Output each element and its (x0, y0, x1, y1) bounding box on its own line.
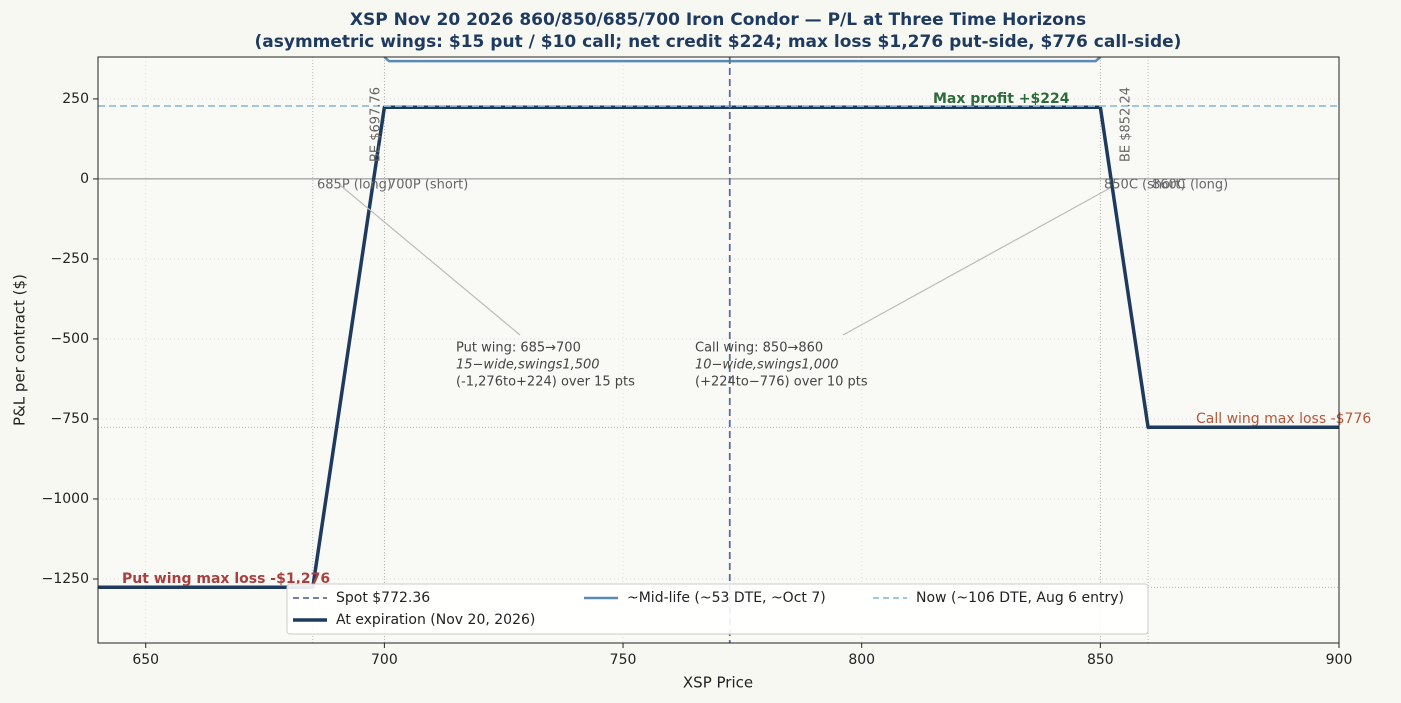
y-axis-label: P&L per contract ($) (11, 274, 29, 426)
plot-area (98, 57, 1339, 643)
x-tick-label: 900 (1326, 652, 1353, 668)
legend-box (286, 583, 1149, 635)
max-profit-label: Max profit +$224 (933, 91, 1070, 107)
x-tick-label: 800 (848, 652, 875, 668)
legend-label: Now (~106 DTE, Aug 6 entry) (916, 590, 1124, 606)
wing-note: 15−wide,swings1,500 (456, 358, 600, 373)
annotation-arrow (339, 184, 521, 336)
breakeven-label: BE $852.24 (1119, 87, 1134, 162)
plot-frame (97, 56, 1340, 644)
y-tick-label: −1250 (42, 571, 89, 587)
x-tick-label: 850 (1087, 652, 1114, 668)
breakeven-label: BE $697.76 (369, 87, 384, 162)
overlay: BE $697.76 BE $852.24 Max profit +$224 685P… (122, 87, 1371, 587)
strike-label: 700P (short) (388, 178, 468, 193)
wing-note: 10−wide,swings1,000 (695, 358, 839, 373)
legend-label: Spot $772.36 (336, 590, 430, 606)
x-tick-label: 750 (610, 652, 637, 668)
y-tick-label: −750 (51, 411, 89, 427)
series-line (383, 57, 1102, 63)
strike-label: 685P (long) (317, 178, 392, 193)
strike-label: 860C (long) (1152, 178, 1228, 193)
y-tick-label: 250 (62, 91, 89, 107)
wing-note: Call wing: 850→860 (695, 341, 823, 356)
wing-note: (+224to−776) over 10 pts (695, 375, 868, 390)
strike-label: 850C (short) (1104, 178, 1186, 193)
wing-note: Put wing: 685→700 (456, 341, 581, 356)
wing-note: (-1,276to+224) over 15 pts (456, 375, 635, 390)
x-tick-label: 700 (371, 652, 398, 668)
y-tick-label: 0 (80, 171, 89, 187)
x-axis-label: XSP Price (683, 674, 753, 692)
chart-title: XSP Nov 20 2026 860/850/685/700 Iron Con… (350, 10, 1086, 30)
plot (98, 57, 1339, 643)
series-line (98, 105, 1339, 590)
annotation-arrow (842, 187, 1111, 336)
x-tick-label: 650 (132, 652, 159, 668)
legend-label: At expiration (Nov 20, 2026) (336, 612, 535, 628)
max-loss-label: Call wing max loss -$776 (1196, 411, 1371, 427)
y-tick-label: −500 (51, 331, 89, 347)
legend-label: ~Mid-life (~53 DTE, ~Oct 7) (627, 590, 826, 606)
max-loss-label: Put wing max loss -$1,276 (122, 571, 330, 587)
y-tick-label: −1000 (42, 491, 89, 507)
chart-subtitle: (asymmetric wings: $15 put / $10 call; n… (255, 32, 1182, 52)
y-tick-label: −250 (51, 251, 89, 267)
